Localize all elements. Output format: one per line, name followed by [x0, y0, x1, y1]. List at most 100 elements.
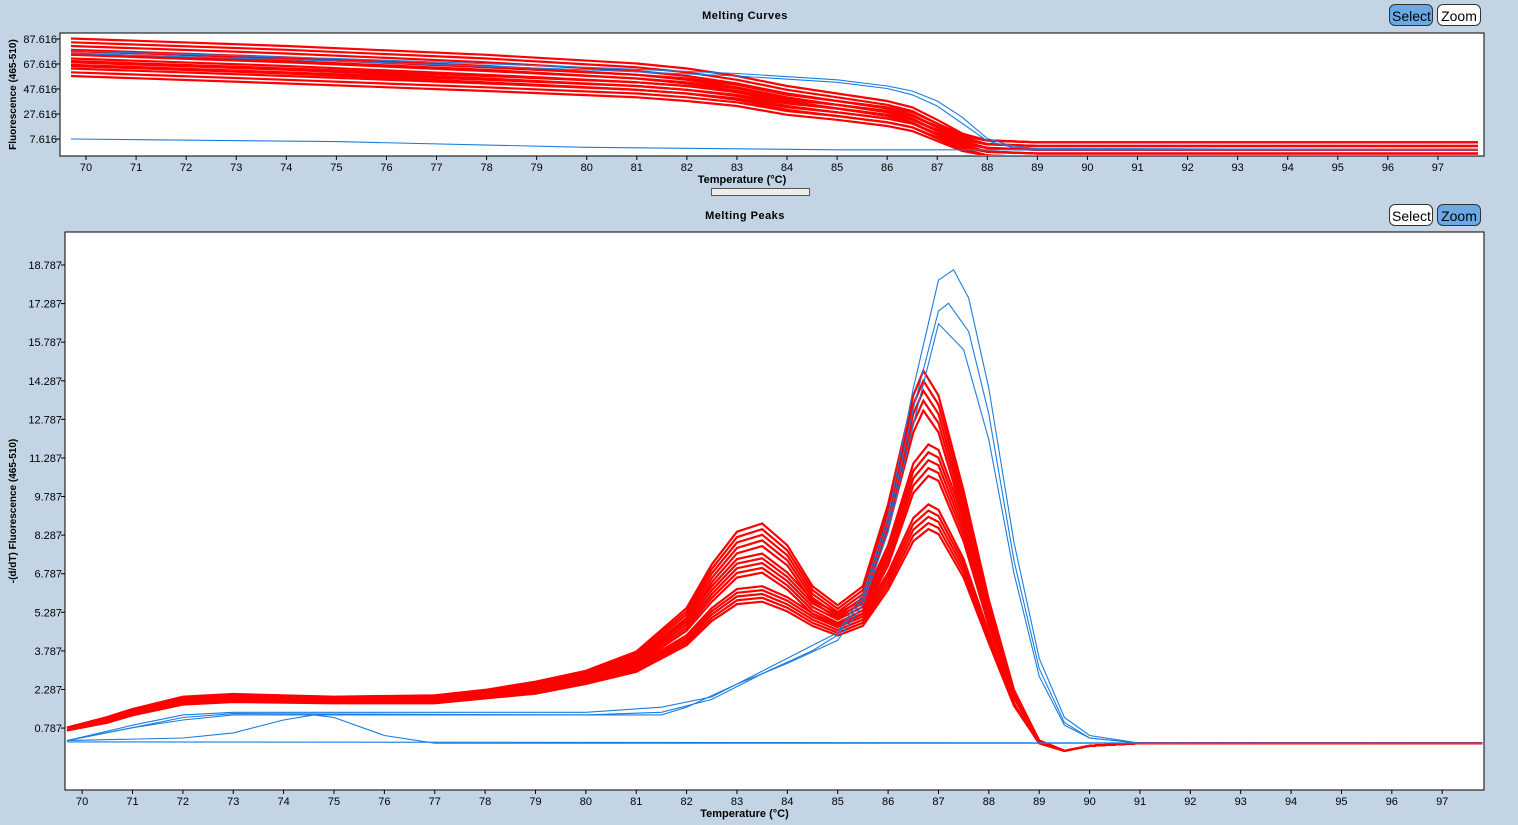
series-line-blue-1 — [70, 50, 1479, 151]
x-tick-label: 88 — [983, 796, 995, 808]
x-tick-label: 83 — [731, 796, 743, 808]
y-tick-label: 8.287 — [34, 530, 62, 542]
x-tick-label: 74 — [277, 796, 289, 808]
series-line-red-low — [70, 71, 1478, 155]
x-tick-label: 79 — [531, 162, 543, 174]
x-tick-label: 90 — [1081, 162, 1093, 174]
y-tick-label: 87.616 — [23, 34, 57, 46]
top-zoom-button[interactable]: Zoom — [1437, 4, 1481, 26]
series-group — [70, 37, 1479, 155]
top-select-button[interactable]: Select — [1389, 4, 1433, 26]
series-line-red-low — [66, 503, 1483, 753]
series-line-red-high — [66, 368, 1483, 753]
x-tick-label: 87 — [932, 796, 944, 808]
x-tick-label: 94 — [1282, 162, 1294, 174]
x-tick-label: 73 — [230, 162, 242, 174]
x-tick-label: 70 — [76, 796, 88, 808]
y-tick-label: 7.616 — [29, 134, 57, 146]
series-line-blue-2 — [70, 52, 1479, 151]
x-tick-label: 77 — [429, 796, 441, 808]
x-tick-label: 85 — [831, 162, 843, 174]
x-tick-label: 95 — [1335, 796, 1347, 808]
x-tick-label: 75 — [330, 162, 342, 174]
x-tick-label: 78 — [480, 162, 492, 174]
plot-area — [64, 231, 1485, 791]
series-line-blue-flat — [70, 138, 1478, 151]
y-tick-label: 15.787 — [28, 337, 62, 349]
y-tick-label: 5.287 — [34, 607, 62, 619]
y-tick-label: 47.616 — [23, 84, 57, 96]
x-tick-label: 93 — [1235, 796, 1247, 808]
x-tick-label: 84 — [781, 796, 793, 808]
chart-1: 70 71 72 73 74 75 76 77 78 79 80 81 82 83 84 85 86 87 88 89… — [8, 231, 1485, 820]
x-tick-label: 83 — [731, 162, 743, 174]
x-tick-label: 96 — [1382, 162, 1394, 174]
y-tick-label: 2.287 — [34, 684, 62, 696]
x-tick-label: 81 — [631, 162, 643, 174]
x-tick-label: 71 — [126, 796, 138, 808]
x-tick-label: 90 — [1083, 796, 1095, 808]
x-tick-label: 95 — [1332, 162, 1344, 174]
series-group — [66, 269, 1483, 753]
bottom-select-button[interactable]: Select — [1389, 204, 1433, 226]
x-tick-label: 87 — [931, 162, 943, 174]
x-tick-label: 78 — [479, 796, 491, 808]
y-tick-label: 27.616 — [23, 109, 57, 121]
y-axis-label: Fluorescence (465-510) — [8, 39, 19, 150]
x-tick-label: 70 — [80, 162, 92, 174]
x-axis-label: Temperature (°C) — [698, 174, 787, 186]
x-tick-label: 96 — [1386, 796, 1398, 808]
bottom-zoom-button[interactable]: Zoom — [1437, 204, 1481, 226]
y-tick-label: 67.616 — [23, 59, 57, 71]
x-tick-label: 77 — [430, 162, 442, 174]
x-tick-label: 92 — [1184, 796, 1196, 808]
y-tick-label: 9.787 — [34, 492, 62, 504]
x-tick-label: 86 — [881, 162, 893, 174]
x-tick-label: 89 — [1031, 162, 1043, 174]
y-tick-label: 14.287 — [28, 376, 62, 388]
x-tick-label: 73 — [227, 796, 239, 808]
x-tick-label: 91 — [1134, 796, 1146, 808]
y-tick-label: 3.787 — [34, 646, 62, 658]
x-tick-label: 86 — [882, 796, 894, 808]
y-tick-label: 6.787 — [34, 569, 62, 581]
chart-0: 70 71 72 73 74 75 76 77 78 79 80 81 82 83 84 85 86 87 88 89… — [8, 32, 1485, 186]
series-line-red-low — [70, 74, 1003, 155]
x-tick-label: 92 — [1181, 162, 1193, 174]
x-axis-label: Temperature (°C) — [700, 808, 789, 820]
x-tick-label: 80 — [581, 162, 593, 174]
y-tick-label: 18.787 — [28, 260, 62, 272]
x-tick-label: 72 — [180, 162, 192, 174]
y-tick-label: 0.787 — [34, 723, 62, 735]
series-line-blue-3 — [66, 322, 1483, 744]
x-tick-label: 80 — [580, 796, 592, 808]
x-tick-label: 97 — [1436, 796, 1448, 808]
x-tick-label: 76 — [378, 796, 390, 808]
x-tick-label: 91 — [1131, 162, 1143, 174]
series-line-red-low — [70, 59, 1478, 144]
x-tick-label: 74 — [280, 162, 292, 174]
x-tick-label: 84 — [781, 162, 793, 174]
y-tick-label: 17.287 — [28, 299, 62, 311]
series-line-blue-bump — [66, 714, 1483, 744]
series-line-red-low — [70, 67, 1478, 151]
x-tick-label: 72 — [177, 796, 189, 808]
x-tick-label: 94 — [1285, 796, 1297, 808]
x-tick-label: 85 — [832, 796, 844, 808]
x-tick-label: 82 — [681, 162, 693, 174]
y-tick-label: 11.287 — [29, 453, 62, 465]
series-line-blue-1 — [66, 269, 1483, 744]
series-line-red-low — [70, 63, 1478, 148]
y-tick-label: 12.787 — [28, 414, 62, 426]
x-tick-label: 93 — [1232, 162, 1244, 174]
x-tick-label: 89 — [1033, 796, 1045, 808]
panel-splitter[interactable] — [711, 188, 810, 196]
x-tick-label: 75 — [328, 796, 340, 808]
melting-curves-title: Melting Curves — [702, 10, 788, 22]
series-line-red-mid — [66, 442, 1483, 753]
series-line-blue-flat — [66, 741, 1483, 744]
x-tick-label: 71 — [130, 162, 142, 174]
x-tick-label: 88 — [981, 162, 993, 174]
x-tick-label: 82 — [680, 796, 692, 808]
